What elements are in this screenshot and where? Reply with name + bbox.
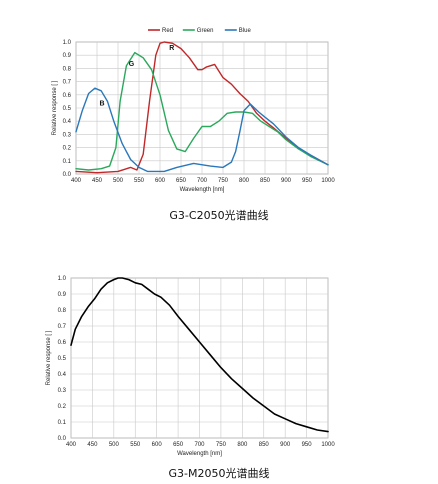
chart1-y-tick-label: 1.0 [63, 40, 72, 46]
chart2-y-tick-label: 0.5 [58, 356, 67, 362]
chart2-y-tick-label: 0.8 [58, 308, 67, 314]
chart1-y-tick-label: 0.2 [63, 146, 72, 152]
chart1-green-curve-label: G [129, 61, 135, 68]
chart1-green-series-line [75, 51, 329, 171]
chart-1-caption: G3-C2050光谱曲线 [169, 209, 269, 222]
chart1-blue-series-line [75, 87, 329, 173]
chart2-x-tick-label: 500 [109, 442, 120, 448]
chart1-y-tick-label: 0.7 [63, 80, 72, 86]
chart2-x-tick-label: 650 [173, 442, 184, 448]
chart1-x-tick-label: 900 [281, 178, 292, 184]
chart2-x-tick-label: 800 [237, 442, 248, 448]
chart2-y-tick-label: 0.6 [58, 340, 67, 346]
chart1-y-tick-label: 0.8 [63, 66, 72, 72]
chart1-red-series-line [75, 41, 329, 174]
chart2-x-tick-label: 950 [302, 442, 313, 448]
chart2-x-tick-label: 900 [280, 442, 291, 448]
chart1-y-tick-label: 0.4 [63, 119, 72, 125]
chart2-x-axis-label: Wavelength [nm] [177, 451, 222, 457]
chart1-x-tick-label: 500 [113, 178, 124, 184]
chart1-x-tick-label: 1000 [321, 178, 335, 184]
chart2-y-tick-label: 0.7 [58, 324, 67, 330]
chart2-response-series-line [70, 277, 329, 433]
chart1-y-tick-label: 0.9 [63, 53, 72, 59]
chart1-x-tick-label: 450 [92, 178, 103, 184]
chart2-y-tick-label: 0.3 [58, 388, 67, 394]
chart1-y-tick-label: 0.6 [63, 93, 72, 99]
chart-2-caption: G3-M2050光谱曲线 [168, 467, 270, 480]
chart1-x-axis-label: Wavelength [nm] [180, 187, 225, 193]
chart2-y-axis-label: Relative response [ ] [46, 330, 52, 385]
chart1-x-tick-label: 600 [155, 178, 166, 184]
chart2-x-tick-label: 550 [130, 442, 141, 448]
chart2-y-tick-label: 0.4 [58, 372, 67, 378]
chart2-x-tick-label: 850 [259, 442, 270, 448]
chart1-red-curve-label: R [169, 45, 174, 52]
chart1-x-tick-label: 700 [197, 178, 208, 184]
chart1-x-tick-label: 800 [239, 178, 250, 184]
chart2-x-tick-label: 1000 [321, 442, 335, 448]
chart2-y-tick-label: 0.9 [58, 292, 67, 298]
chart1-x-tick-label: 650 [176, 178, 187, 184]
chart1-x-tick-label: 850 [260, 178, 271, 184]
chart1-legend-label-green: Green [197, 28, 214, 34]
chart2-x-tick-label: 400 [66, 442, 77, 448]
chart2-x-tick-label: 750 [216, 442, 227, 448]
chart2-y-tick-label: 0.2 [58, 404, 67, 410]
chart1-x-tick-label: 400 [71, 178, 82, 184]
chart1-y-axis-label: Relative response [ ] [52, 80, 58, 135]
chart2-y-tick-label: 1.0 [58, 276, 67, 282]
chart2-x-tick-label: 450 [87, 442, 98, 448]
chart1-y-tick-label: 0.5 [63, 106, 72, 112]
chart2-x-tick-label: 600 [152, 442, 163, 448]
chart2-x-tick-label: 700 [194, 442, 205, 448]
chart2-y-tick-label: 0.0 [58, 436, 67, 442]
chart2-y-tick-label: 0.1 [58, 420, 67, 426]
chart1-y-tick-label: 0.0 [63, 172, 72, 178]
chart1-blue-curve-label: B [100, 100, 105, 107]
chart1-legend-label-blue: Blue [239, 28, 252, 34]
chart1-x-tick-label: 550 [134, 178, 145, 184]
chart1-legend-label-red: Red [162, 28, 173, 34]
chart1-x-tick-label: 950 [302, 178, 313, 184]
chart1-y-tick-label: 0.3 [63, 132, 72, 138]
chart1-y-tick-label: 0.1 [63, 159, 72, 165]
chart1-x-tick-label: 750 [218, 178, 229, 184]
